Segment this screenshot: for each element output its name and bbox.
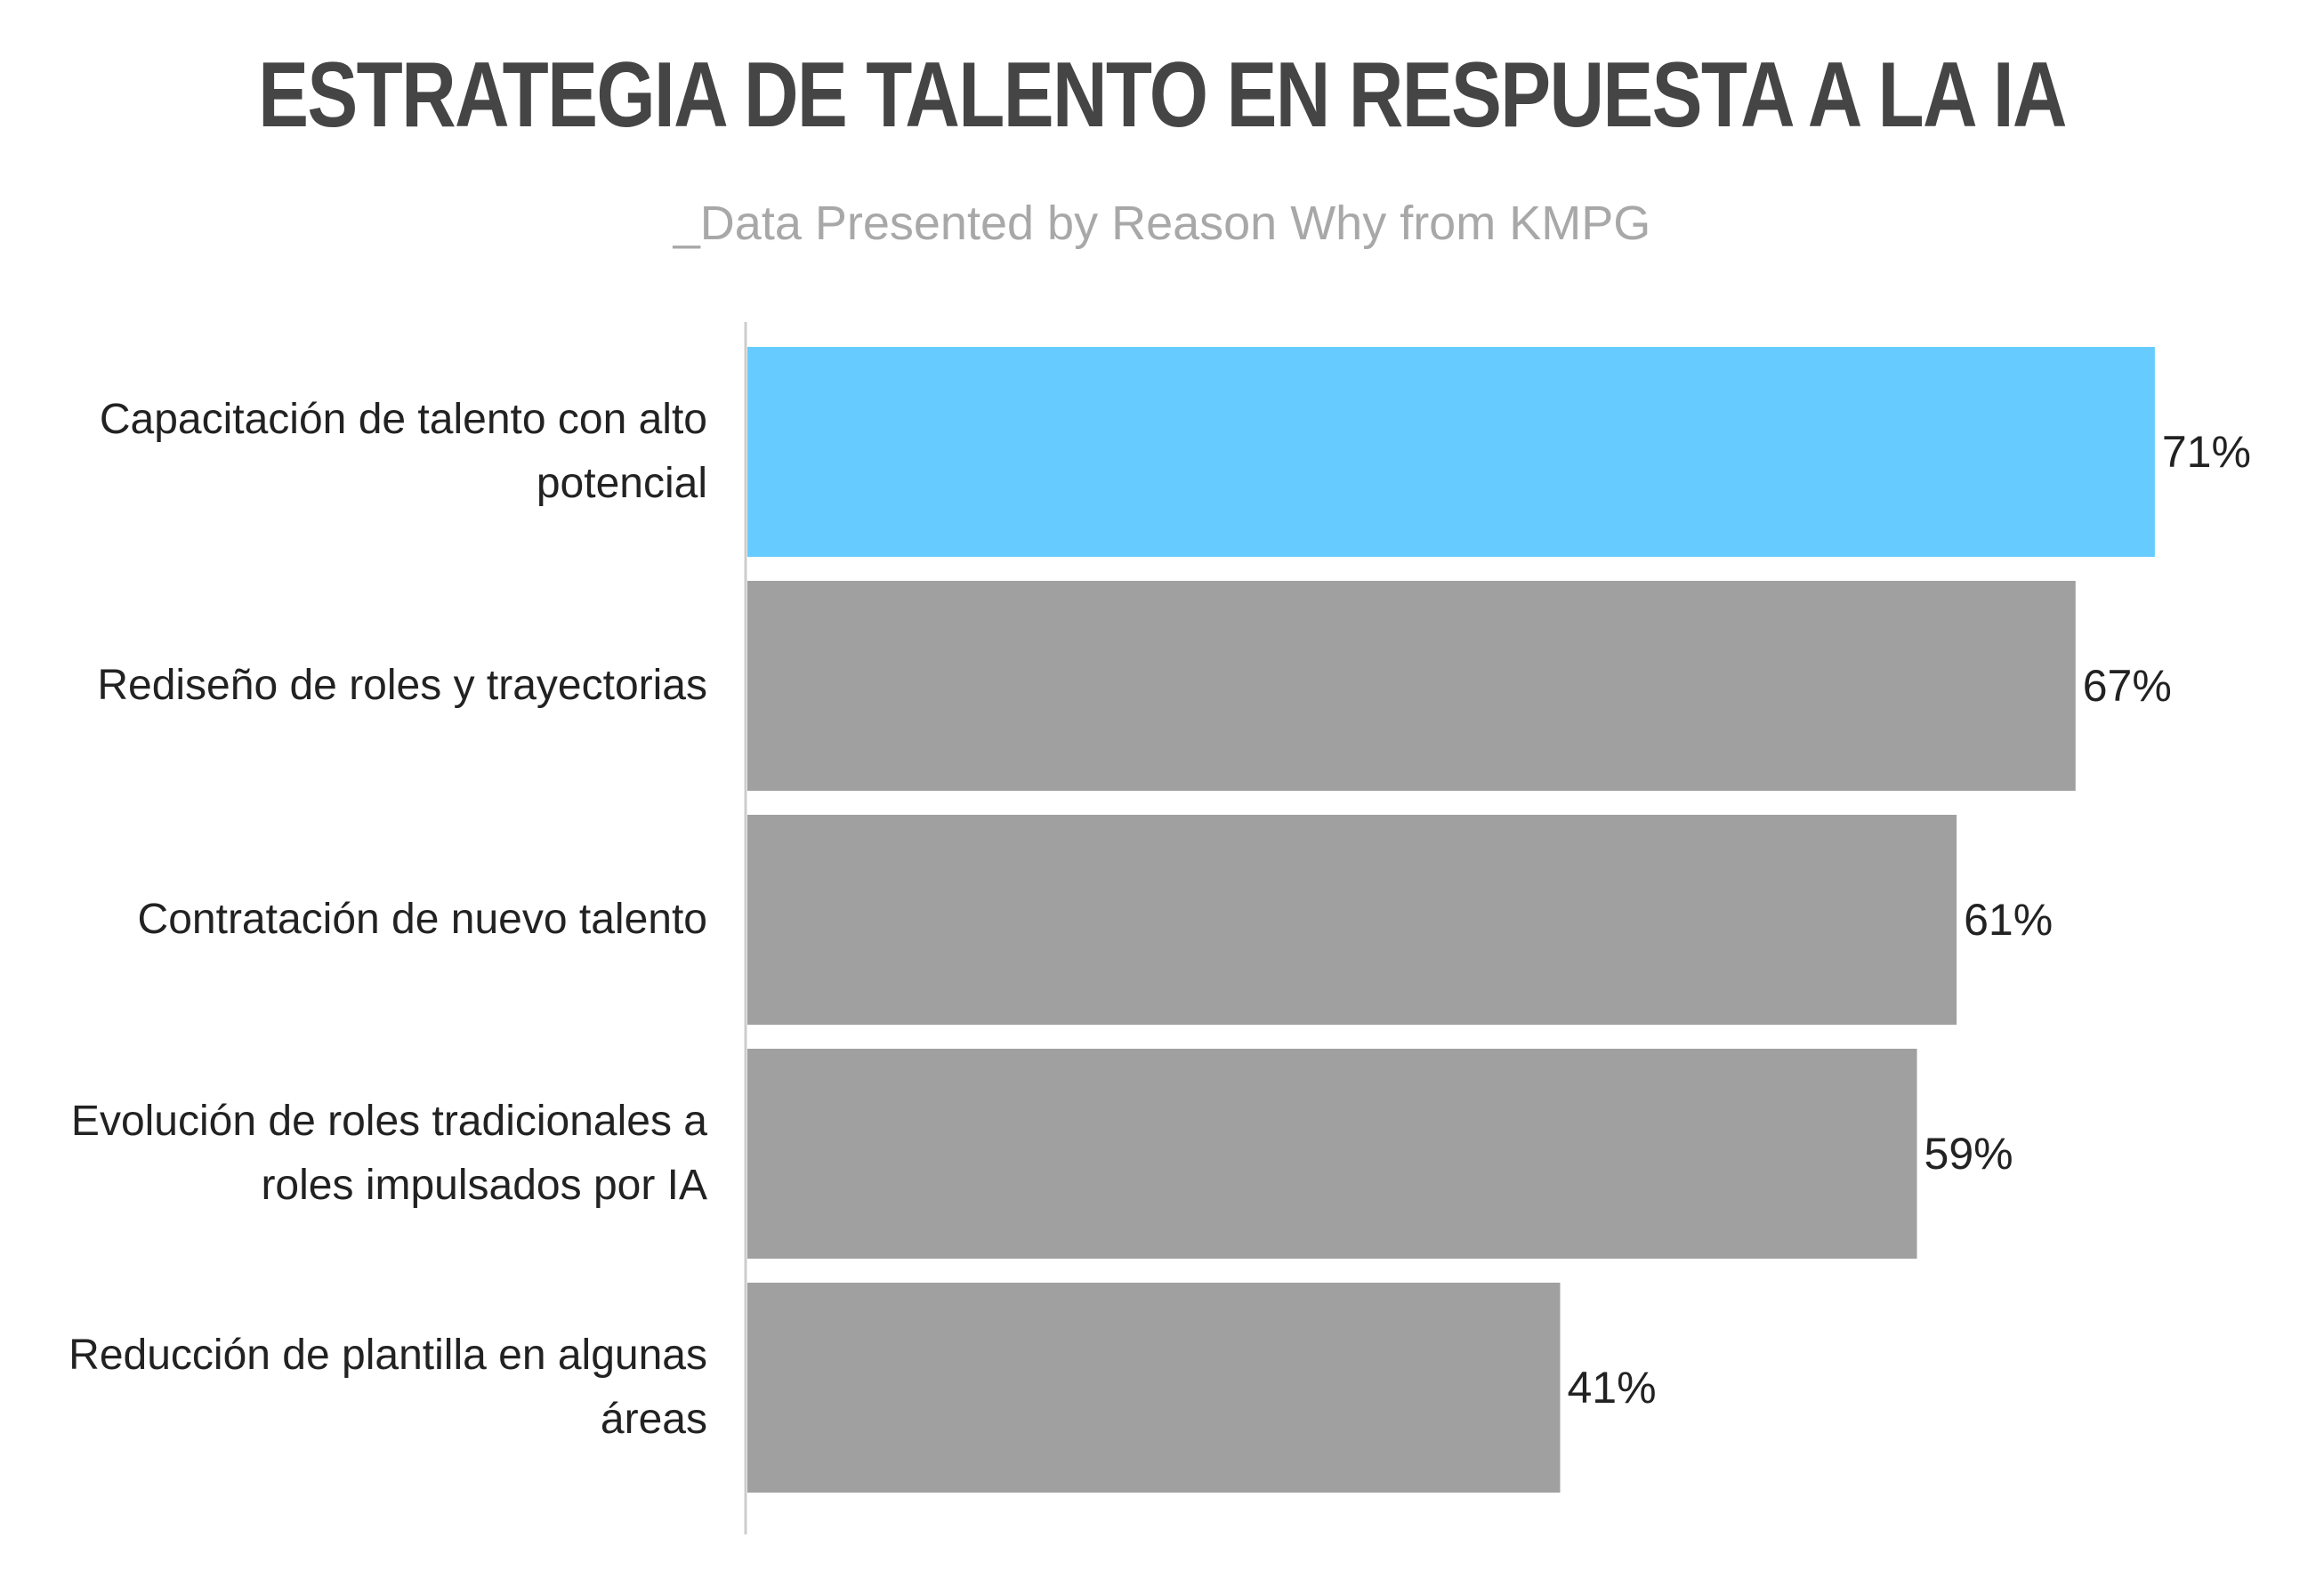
bar <box>747 581 2076 791</box>
value-label: 59% <box>1924 1129 2013 1179</box>
bar <box>747 1049 1917 1259</box>
chart-title: ESTRATEGIA DE TALENTO EN RESPUESTA A LA … <box>258 44 2067 147</box>
category-label: Contratación de nuevo talento <box>137 896 707 943</box>
category-label: Reducción de plantilla en algunas áreas <box>69 1332 707 1443</box>
value-label: 41% <box>1567 1363 1657 1413</box>
value-label: 67% <box>2082 661 2172 711</box>
bar <box>747 1283 1561 1493</box>
value-label: 71% <box>2161 427 2251 477</box>
bar <box>747 815 1957 1025</box>
category-label: Rediseño de roles y trayectorias <box>97 662 707 709</box>
value-label: 61% <box>1964 895 2054 945</box>
chart-subtitle: _Data Presented by Reason Why from KMPG <box>673 197 1651 250</box>
category-label: Capacitación de talento con alto potenci… <box>99 396 707 507</box>
bar <box>747 347 2155 557</box>
category-label: Evolución de roles tradicionales a roles… <box>70 1098 707 1209</box>
